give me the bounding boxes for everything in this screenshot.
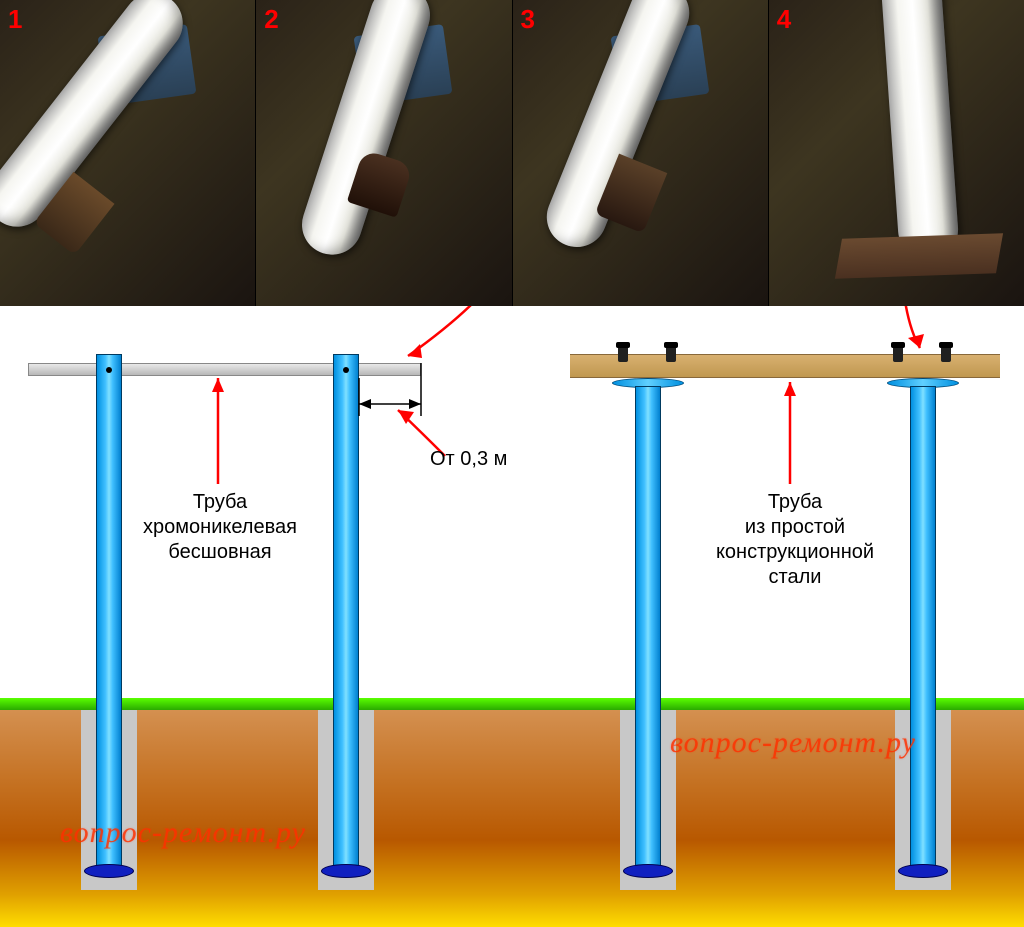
photo-3: 3 bbox=[513, 0, 769, 306]
post-left bbox=[96, 354, 122, 870]
arrow-head bbox=[784, 382, 796, 396]
photo-number: 1 bbox=[8, 4, 22, 35]
label-line: хромоникелевая bbox=[143, 516, 297, 538]
label-right: Труба из простой конструкционной стали bbox=[695, 490, 895, 590]
bolt-icon bbox=[618, 346, 628, 362]
photo-2: 2 bbox=[256, 0, 512, 306]
photo-4: 4 bbox=[769, 0, 1024, 306]
grass-layer bbox=[0, 698, 1024, 710]
bolt-icon bbox=[666, 346, 676, 362]
rivet-dot bbox=[343, 367, 349, 373]
label-line: из простой bbox=[745, 516, 845, 538]
overhang-label: От 0,3 м bbox=[430, 448, 507, 471]
label-line: конструкционной bbox=[716, 541, 874, 563]
arrow-photo3 bbox=[408, 306, 475, 356]
watermark-text: вопрос-ремонт.ру bbox=[60, 816, 306, 850]
bolt-icon bbox=[941, 346, 951, 362]
dim-arrowhead bbox=[359, 399, 371, 409]
photo-1: 1 bbox=[0, 0, 256, 306]
watermark-text: вопрос-ремонт.ру bbox=[670, 726, 916, 760]
anchor-plate bbox=[623, 864, 673, 878]
rivet-dot bbox=[106, 367, 112, 373]
label-line: Труба bbox=[768, 491, 822, 513]
arrow-head bbox=[408, 344, 422, 358]
post-left bbox=[333, 354, 359, 870]
flange-shape bbox=[835, 233, 1003, 279]
arrow-head bbox=[908, 334, 924, 348]
bolt-icon bbox=[893, 346, 903, 362]
label-left: Труба хромоникелевая бесшовная bbox=[105, 490, 335, 565]
photo-strip: 1 2 3 4 bbox=[0, 0, 1024, 306]
photo-number: 3 bbox=[521, 4, 535, 35]
anchor-plate bbox=[84, 864, 134, 878]
arrow-photo4 bbox=[905, 306, 920, 348]
arrow-head bbox=[398, 410, 414, 424]
photo-number: 2 bbox=[264, 4, 278, 35]
arrow-head bbox=[212, 378, 224, 392]
post-right bbox=[635, 386, 661, 870]
label-line: бесшовная bbox=[168, 541, 271, 563]
photo-number: 4 bbox=[777, 4, 791, 35]
anchor-plate bbox=[321, 864, 371, 878]
crossbar-wood bbox=[570, 354, 1000, 378]
label-line: Труба bbox=[193, 491, 247, 513]
crossbar-grey bbox=[28, 363, 421, 376]
pipe-shape bbox=[294, 0, 438, 262]
pipe-shape bbox=[878, 0, 960, 262]
dim-arrowhead bbox=[409, 399, 421, 409]
diagram-area: От 0,3 м Труба хромоникелевая бесшовная … bbox=[0, 306, 1024, 927]
anchor-plate bbox=[898, 864, 948, 878]
label-line: стали bbox=[769, 566, 822, 588]
post-right bbox=[910, 386, 936, 870]
